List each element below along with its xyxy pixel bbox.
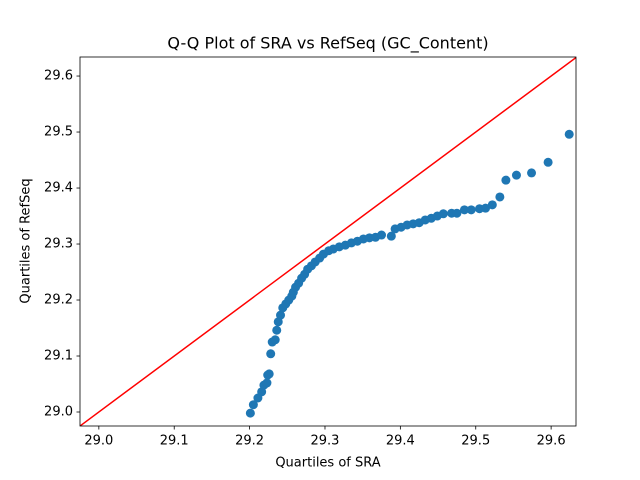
- x-tick-label: 29.1: [160, 434, 189, 449]
- x-tick-label: 29.3: [311, 434, 340, 449]
- y-tick-label: 29.4: [44, 181, 73, 196]
- y-axis-label: Quartiles of RefSeq: [19, 178, 34, 303]
- point: [245, 408, 255, 418]
- y-tick-label: 29.5: [44, 125, 73, 140]
- chart-title: Q-Q Plot of SRA vs RefSeq (GC_Content): [167, 34, 488, 54]
- y-tick-label: 29.6: [44, 69, 73, 84]
- point: [248, 400, 258, 410]
- x-tick-label: 29.0: [84, 434, 113, 449]
- x-tick-label: 29.4: [386, 434, 415, 449]
- point: [501, 175, 511, 185]
- point: [266, 349, 276, 359]
- x-tick-label: 29.6: [537, 434, 566, 449]
- point: [270, 335, 280, 345]
- x-tick-label: 29.2: [235, 434, 264, 449]
- point: [452, 208, 462, 218]
- point: [495, 192, 505, 202]
- x-tick-label: 29.5: [461, 434, 490, 449]
- point: [438, 209, 448, 219]
- y-tick-label: 29.1: [44, 349, 73, 364]
- point: [377, 230, 387, 240]
- y-tick-label: 29.2: [44, 293, 73, 308]
- point: [386, 231, 396, 241]
- point: [459, 205, 469, 215]
- point: [264, 369, 274, 379]
- reference-line: [80, 57, 576, 426]
- plot-frame: [79, 56, 577, 427]
- point: [262, 378, 272, 388]
- point: [481, 203, 491, 213]
- point: [487, 200, 497, 210]
- point: [466, 205, 476, 215]
- x-axis-label: Quartiles of SRA: [275, 456, 380, 471]
- point: [527, 168, 537, 178]
- y-tick-label: 29.3: [44, 237, 73, 252]
- point: [543, 157, 553, 167]
- y-tick-label: 29.0: [44, 405, 73, 420]
- point: [276, 310, 286, 320]
- point: [511, 170, 521, 180]
- point: [272, 325, 282, 335]
- point: [564, 129, 574, 139]
